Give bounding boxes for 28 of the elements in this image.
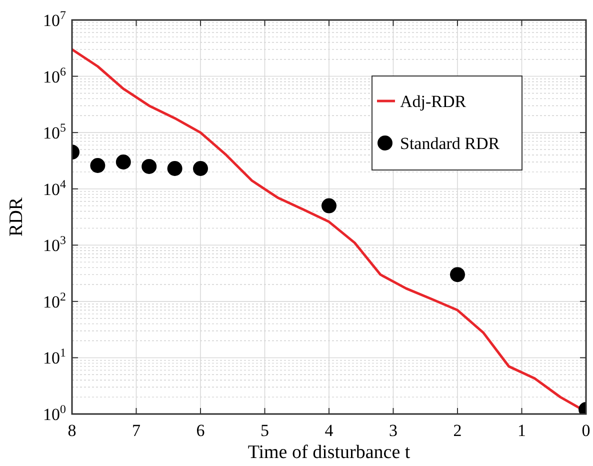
y-axis-title: RDR [6,197,27,237]
x-tick-label: 2 [453,421,462,440]
point [142,158,157,174]
y-tick-label: 10$^{2}$ [43,289,66,312]
y-tick-label: 10$^{6}$ [43,64,66,86]
x-tick-label: 6 [196,421,205,440]
y-tick-label: 10$^{4}$ [43,176,66,199]
x-tick-label: 0 [582,421,590,440]
x-tick-label: 8 [68,421,76,440]
legend-label: Adj-RDR [400,92,467,111]
x-tick-label: 7 [132,421,141,440]
y-tick-label: 10$^{3}$ [43,233,66,256]
point [116,154,131,170]
x-axis-title: Time of disturbance t [248,442,411,463]
point [450,267,465,282]
y-tick-label: 10$^{7}$ [43,8,66,30]
point [90,158,106,173]
point [193,160,208,176]
x-tick-label: 5 [260,421,269,440]
point [167,160,182,176]
x-tick-label: 3 [389,421,398,440]
y-tick-label: 10$^{5}$ [43,120,66,143]
y-tick-label: 10$^{0}$ [43,402,66,424]
y-tick-label: 10$^{1}$ [43,346,66,368]
x-tick-label: 4 [324,421,334,440]
point [322,198,336,214]
legend-label: Standard RDR [400,134,500,153]
x-tick-label: 1 [518,421,526,440]
